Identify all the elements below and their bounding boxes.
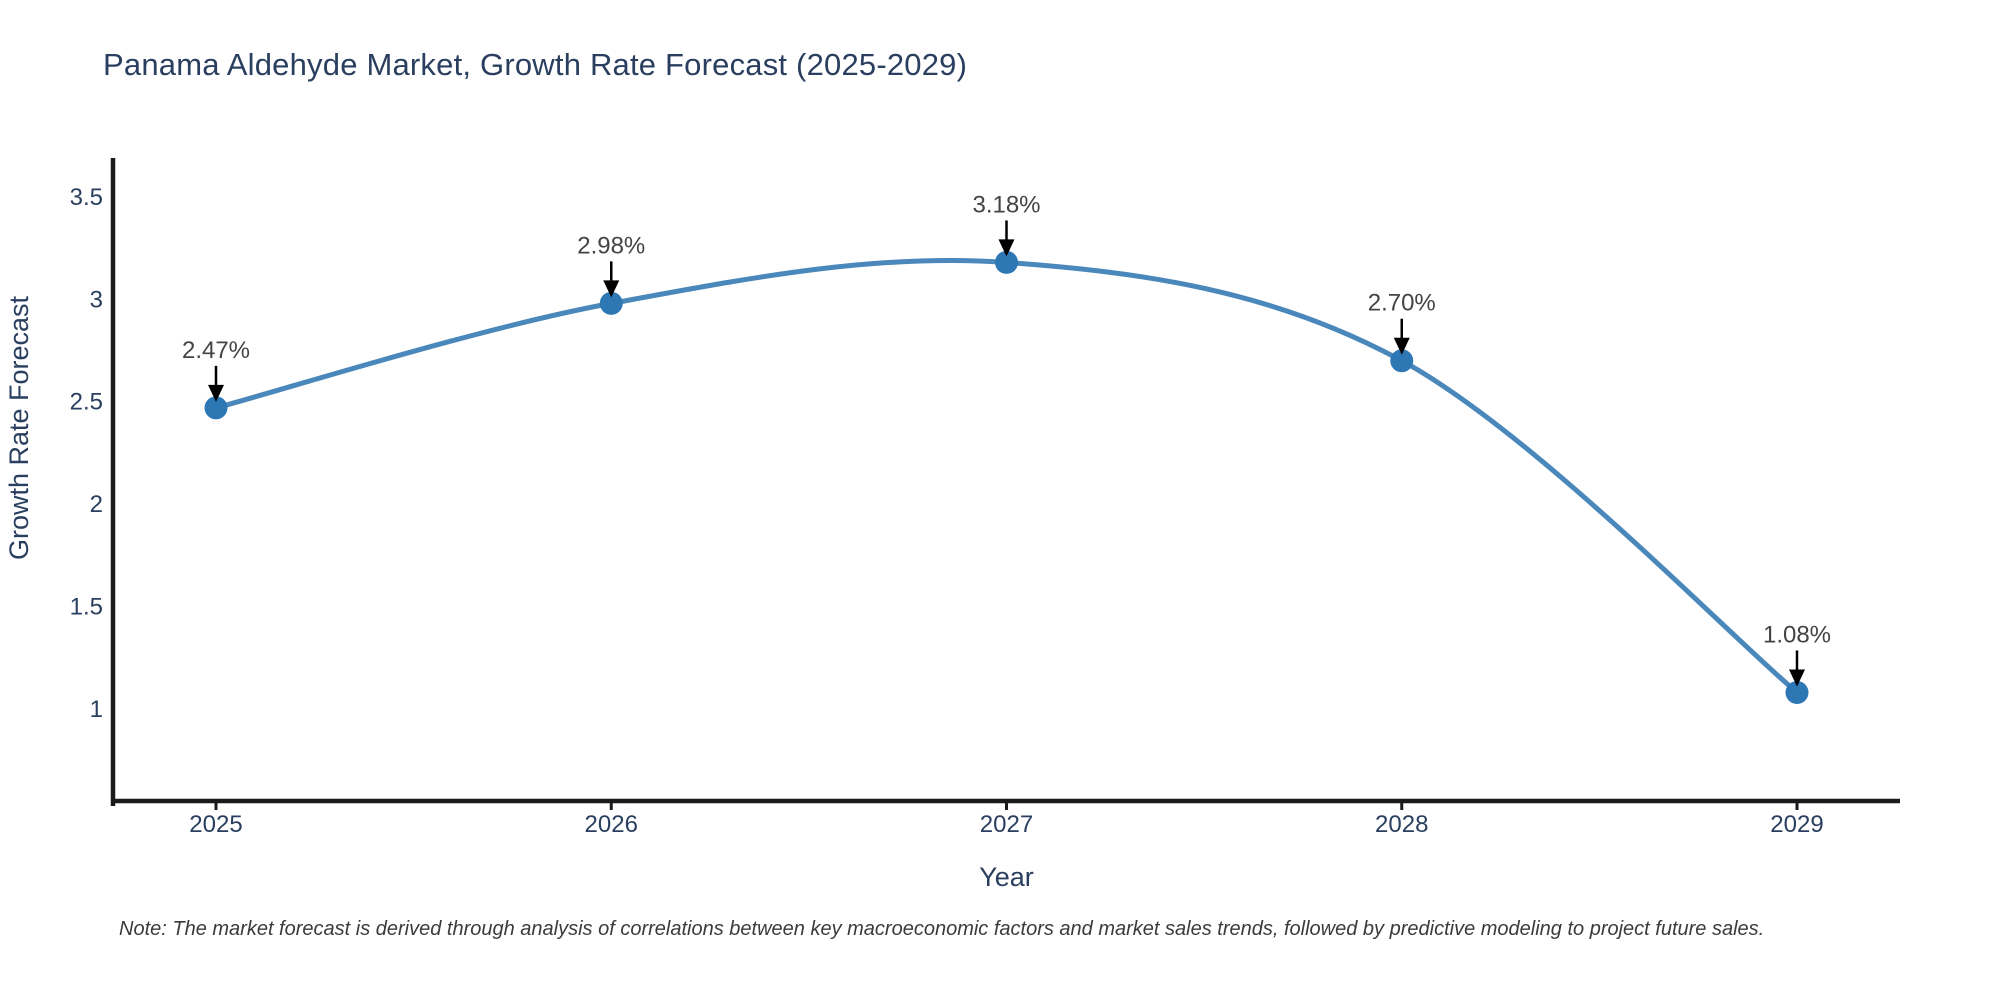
- y-tick-label: 2: [90, 491, 103, 518]
- annotation-arrow-head: [1393, 337, 1410, 355]
- x-tick-label: 2027: [980, 811, 1033, 838]
- chart-title: Panama Aldehyde Market, Growth Rate Fore…: [103, 47, 968, 82]
- data-point[interactable]: [995, 250, 1018, 274]
- annotation-label: 2.98%: [577, 232, 645, 259]
- y-tick-label: 3: [90, 286, 103, 313]
- x-tick-label: 2029: [1770, 811, 1823, 838]
- annotation-arrow-head: [1789, 669, 1805, 687]
- annotation-label: 1.08%: [1763, 621, 1831, 648]
- y-tick-label: 2.5: [70, 389, 103, 416]
- x-tick-label: 2028: [1375, 811, 1428, 838]
- annotation-label: 2.47%: [182, 337, 250, 364]
- data-point[interactable]: [1390, 349, 1414, 373]
- footnote: Note: The market forecast is derived thr…: [119, 918, 1765, 940]
- data-point[interactable]: [599, 291, 623, 315]
- x-axis-title: Year: [979, 862, 1034, 892]
- x-tick-label: 2026: [585, 811, 638, 838]
- annotation-arrow-head: [208, 384, 224, 402]
- annotation-arrow-head: [603, 280, 620, 298]
- x-tick-label: 2025: [189, 811, 242, 838]
- annotation-label: 2.70%: [1368, 290, 1436, 317]
- y-tick-label: 1.5: [70, 593, 103, 620]
- annotation-label: 3.18%: [972, 191, 1040, 218]
- y-axis-title: Growth Rate Forecast: [4, 295, 34, 560]
- annotation-arrow-head: [998, 239, 1015, 257]
- y-tick-label: 3.5: [70, 184, 103, 211]
- trend-line: [213, 257, 1800, 695]
- data-point[interactable]: [204, 396, 228, 420]
- y-tick-label: 1: [90, 696, 103, 723]
- data-point[interactable]: [1785, 680, 1809, 704]
